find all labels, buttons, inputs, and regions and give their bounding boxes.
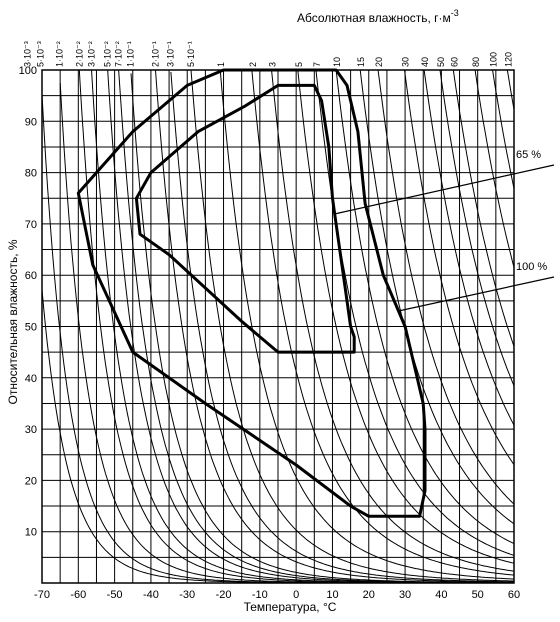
series-layer — [76, 68, 427, 518]
y-tick-label: 100 — [19, 65, 37, 77]
absolute-humidity-curve — [107, 70, 514, 583]
x-tick-label: 30 — [399, 589, 411, 601]
y-axis-ticks: 10 20 30 40 50 60 70 80 90 100 — [19, 65, 37, 539]
y-tick-label: 90 — [25, 116, 37, 128]
top-tick-label: 120 — [503, 52, 513, 67]
top-tick-label: 2 — [248, 62, 258, 67]
absolute-humidity-curve — [42, 84, 514, 583]
callout-label: 65 % — [516, 149, 541, 161]
top-tick-label: 60 — [449, 57, 459, 67]
absolute-humidity-curve — [404, 70, 514, 466]
series-line-1 — [134, 83, 356, 354]
absolute-humidity-curve — [297, 70, 514, 564]
absolute-humidity-curve — [154, 70, 514, 583]
top-tick-label: 80 — [471, 57, 481, 67]
top-tick-label: 3 — [268, 62, 278, 67]
x-tick-label: 40 — [435, 589, 447, 601]
top-tick-label: 50 — [436, 57, 446, 67]
x-tick-label: 10 — [326, 589, 338, 601]
x-tick-label: 50 — [472, 589, 484, 601]
top-tick-label: 7 — [312, 62, 322, 67]
absolute-humidity-curve — [474, 70, 514, 270]
absolute-humidity-curve — [170, 71, 514, 583]
x-tick-label: -40 — [143, 589, 159, 601]
callout-line — [397, 276, 555, 312]
top-tick-label: 1·10⁻² — [54, 41, 64, 67]
y-tick-label: 70 — [25, 219, 37, 231]
top-tick-label: 2·10⁻² — [74, 41, 84, 67]
plot-frame — [41, 69, 515, 584]
x-tick-label: 60 — [508, 589, 520, 601]
x-tick-label: -70 — [34, 589, 50, 601]
absolute-humidity-curve — [271, 70, 514, 572]
absolute-humidity-curve — [452, 70, 514, 348]
absolute-humidity-curve — [439, 70, 514, 388]
absolute-humidity-curves — [42, 70, 514, 583]
top-axis-title-exponent: -3 — [451, 8, 459, 18]
top-tick-label: 10 — [332, 57, 342, 67]
x-tick-label: -10 — [252, 589, 268, 601]
y-tick-label: 60 — [25, 270, 37, 282]
top-tick-label: 100 — [489, 52, 499, 67]
absolute-humidity-curve — [118, 70, 514, 583]
top-axis-ticks: 3·10⁻³ 5·10⁻³ 1·10⁻² 2·10⁻² 3·10⁻² 5·10⁻² 7·10… — [23, 41, 514, 67]
top-tick-label: 5·10⁻³ — [36, 41, 46, 67]
x-tick-label: 0 — [293, 589, 299, 601]
y-tick-label: 30 — [25, 424, 37, 436]
top-tick-label: 7·10⁻² — [114, 41, 124, 67]
y-tick-label: 10 — [25, 527, 37, 539]
grid — [41, 69, 515, 584]
y-axis-title: Относительная влажность, % — [6, 239, 20, 404]
x-tick-label: -60 — [70, 589, 86, 601]
absolute-humidity-curve — [492, 70, 514, 191]
top-axis-title-text: Абсолютная влажность, г·м — [297, 11, 451, 25]
absolute-humidity-curve — [377, 70, 514, 505]
top-tick-label: 2·10⁻¹ — [151, 41, 161, 67]
absolute-humidity-curve — [251, 70, 514, 576]
y-tick-label: 80 — [25, 168, 37, 180]
absolute-humidity-curve — [335, 70, 514, 545]
top-tick-label: 1 — [216, 62, 226, 67]
callout-line — [335, 164, 555, 215]
x-axis-title: Температура, °C — [244, 600, 337, 614]
absolute-humidity-curve — [359, 70, 514, 525]
absolute-humidity-curve — [91, 70, 514, 583]
x-axis-ticks: -70 -60 -50 -40 -30 -20 -10 0 10 20 30 40 50 60 — [34, 589, 520, 601]
absolute-humidity-curve — [423, 70, 514, 427]
top-tick-label: 30 — [401, 57, 411, 67]
absolute-humidity-curve — [190, 70, 514, 582]
top-axis-title: Абсолютная влажность, г·м-3 — [297, 8, 459, 25]
top-tick-label: 3·10⁻³ — [23, 41, 33, 67]
x-tick-label: -20 — [216, 589, 232, 601]
top-tick-label: 3·10⁻² — [87, 41, 97, 67]
series-line-0 — [76, 68, 427, 518]
y-tick-label: 40 — [25, 373, 37, 385]
y-tick-label: 20 — [25, 475, 37, 487]
plot-border — [41, 69, 515, 584]
y-tick-label: 50 — [25, 322, 37, 334]
x-tick-label: 20 — [363, 589, 375, 601]
x-tick-label: -30 — [179, 589, 195, 601]
absolute-humidity-curve — [506, 70, 514, 113]
top-tick-label: 20 — [374, 57, 384, 67]
absolute-humidity-curve — [219, 70, 514, 580]
top-tick-label: 1·10⁻¹ — [126, 41, 136, 67]
top-tick-label: 5·10⁻² — [103, 41, 113, 67]
annotations: 65 % 100 % — [335, 149, 555, 312]
x-tick-label: -50 — [107, 589, 123, 601]
top-tick-label: 40 — [420, 57, 430, 67]
top-tick-label: 5·10⁻¹ — [186, 41, 196, 67]
top-tick-label: 15 — [356, 57, 366, 67]
callout-label: 100 % — [516, 261, 547, 273]
top-tick-label: 3·10⁻¹ — [166, 41, 176, 67]
top-tick-label: 5 — [294, 62, 304, 67]
